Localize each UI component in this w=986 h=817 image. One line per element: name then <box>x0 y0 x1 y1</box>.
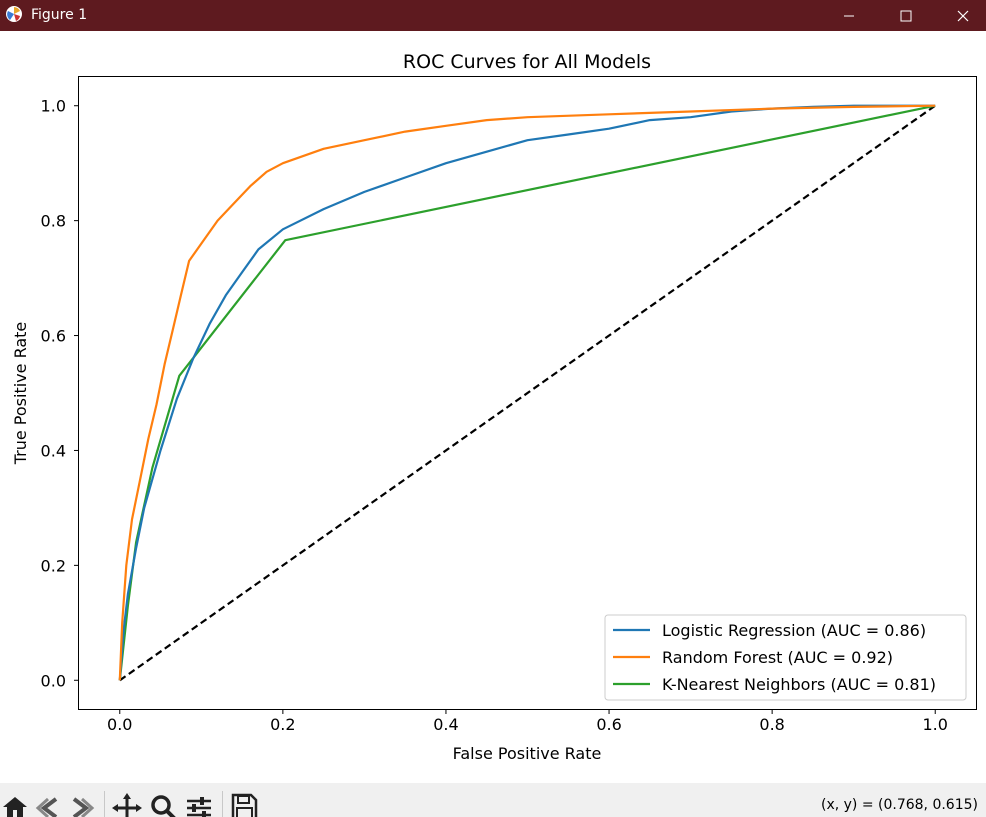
back-icon[interactable] <box>34 789 64 817</box>
x-tick-label: 0.0 <box>107 715 132 734</box>
home-icon[interactable] <box>0 789 30 817</box>
close-button[interactable] <box>940 0 986 31</box>
configure-subplots-icon[interactable] <box>184 789 214 817</box>
y-tick-label: 0.2 <box>41 556 66 575</box>
forward-icon[interactable] <box>66 789 96 817</box>
x-tick-label: 0.4 <box>433 715 458 734</box>
minimize-button[interactable] <box>826 0 872 31</box>
x-axis: 0.0 0.2 0.4 0.6 0.8 1.0 <box>107 709 948 734</box>
x-tick-label: 0.2 <box>270 715 295 734</box>
y-axis: 0.0 0.2 0.4 0.6 0.8 1.0 <box>41 97 79 690</box>
y-tick-label: 1.0 <box>41 97 66 116</box>
minimize-icon <box>844 15 854 16</box>
toolbar-separator <box>104 791 105 817</box>
cursor-coordinates: (x, y) = (0.768, 0.615) <box>820 797 978 813</box>
navigation-toolbar: (x, y) = (0.768, 0.615) <box>0 783 986 817</box>
maximize-button[interactable] <box>883 0 929 31</box>
zoom-icon[interactable] <box>148 789 178 817</box>
roc-curve-k-nearest-neighbors <box>118 104 936 681</box>
close-icon <box>957 10 969 21</box>
chart-title: ROC Curves for All Models <box>403 51 651 73</box>
window-title: Figure 1 <box>31 7 88 23</box>
toolbar-separator <box>222 791 223 817</box>
x-axis-label: False Positive Rate <box>453 744 602 763</box>
legend-label: K-Nearest Neighbors (AUC = 0.81) <box>662 675 936 694</box>
legend-label: Logistic Regression (AUC = 0.86) <box>662 621 926 640</box>
y-tick-label: 0.0 <box>41 671 66 690</box>
y-tick-label: 0.4 <box>41 441 66 460</box>
window-titlebar: Figure 1 <box>0 0 986 31</box>
chance-diagonal-line <box>119 104 936 682</box>
matplotlib-app-icon <box>6 6 22 22</box>
roc-curve-random-forest <box>118 104 936 681</box>
y-tick-label: 0.8 <box>41 212 66 231</box>
x-tick-label: 0.6 <box>596 715 621 734</box>
save-icon[interactable] <box>229 789 259 817</box>
legend-label: Random Forest (AUC = 0.92) <box>662 648 893 667</box>
roc-curve-logistic-regression <box>118 104 936 681</box>
series-layer <box>118 104 936 682</box>
legend: Logistic Regression (AUC = 0.86) Random F… <box>604 614 967 701</box>
maximize-icon <box>900 10 912 21</box>
legend-frame <box>604 614 967 701</box>
y-tick-label: 0.6 <box>41 327 66 346</box>
y-axis-label: True Positive Rate <box>11 322 30 466</box>
x-tick-label: 1.0 <box>923 715 948 734</box>
figure-canvas[interactable]: ROC Curves for All Models 0.0 0.2 0.4 0.6 0.… <box>0 31 986 783</box>
x-tick-label: 0.8 <box>759 715 784 734</box>
pan-icon[interactable] <box>112 789 142 817</box>
